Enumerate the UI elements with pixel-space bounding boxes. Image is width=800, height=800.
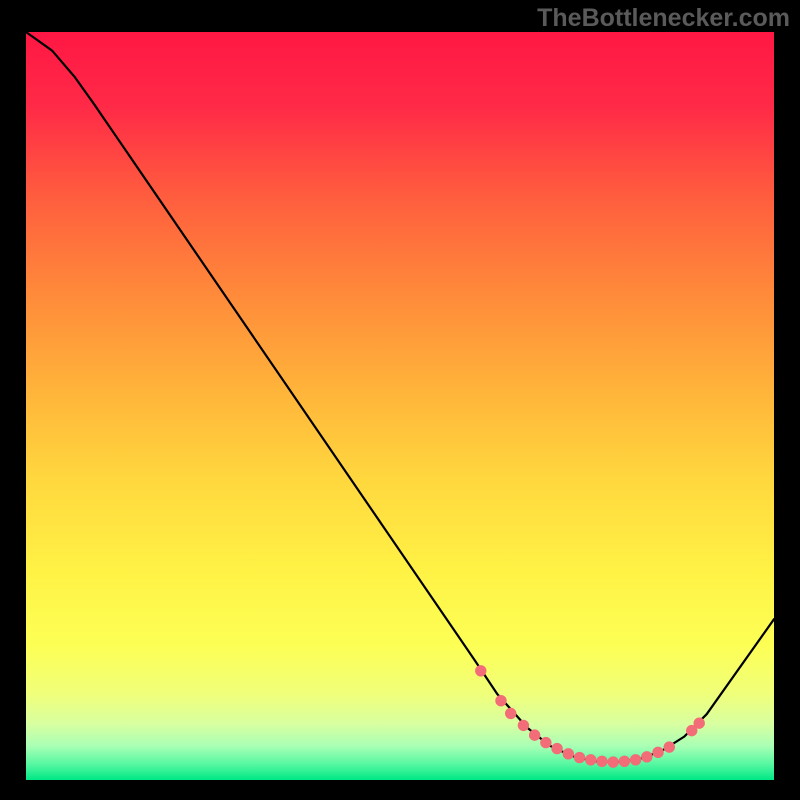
bottleneck-curve <box>26 32 774 762</box>
data-marker <box>541 737 551 747</box>
data-marker <box>496 696 506 706</box>
data-marker <box>586 755 596 765</box>
plot-area <box>26 32 774 780</box>
data-marker <box>694 718 704 728</box>
chart-frame: TheBottlenecker.com <box>0 0 800 800</box>
data-marker <box>653 747 663 757</box>
data-marker <box>597 756 607 766</box>
data-marker <box>619 756 629 766</box>
data-marker <box>608 757 618 767</box>
data-marker <box>563 749 573 759</box>
data-marker <box>574 752 584 762</box>
curve-layer <box>26 32 774 780</box>
data-marker <box>552 743 562 753</box>
data-marker <box>529 730 539 740</box>
data-marker <box>630 755 640 765</box>
data-marker <box>664 742 674 752</box>
data-marker <box>476 666 486 676</box>
data-marker <box>518 720 528 730</box>
watermark-text: TheBottlenecker.com <box>537 4 790 33</box>
data-marker <box>506 708 516 718</box>
data-marker <box>642 752 652 762</box>
